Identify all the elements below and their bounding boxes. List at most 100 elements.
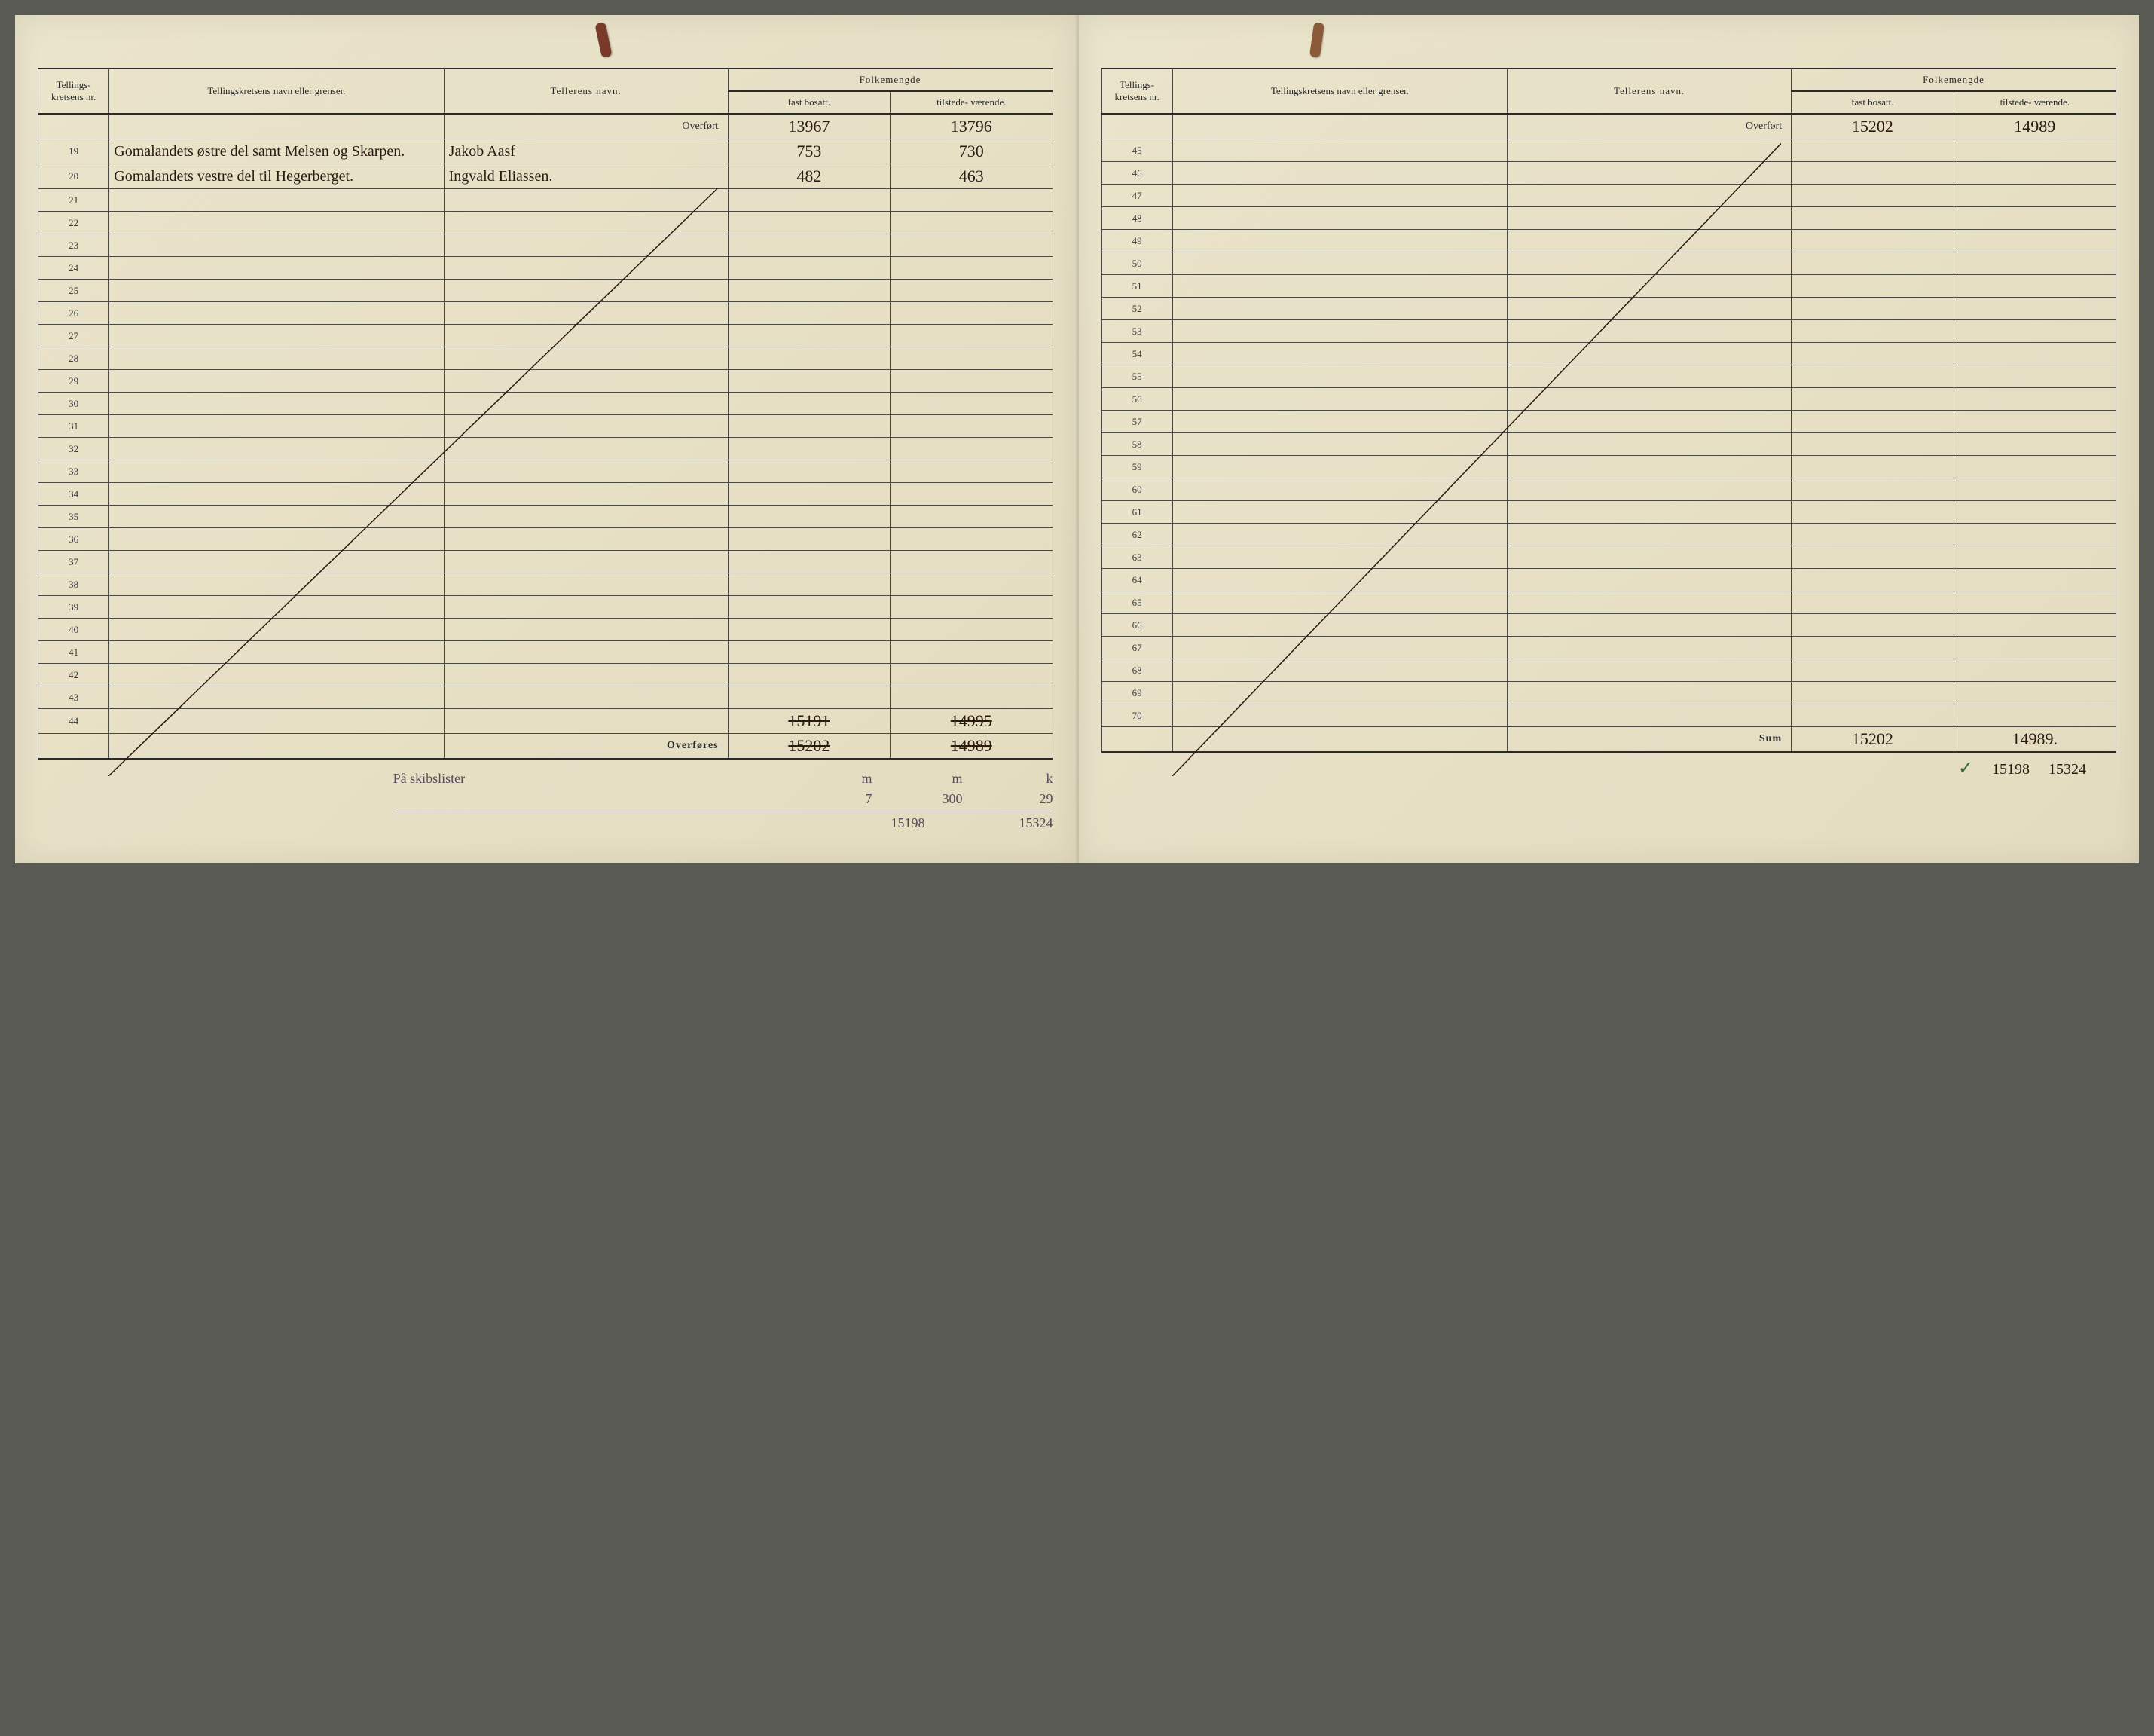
tellerens-navn (1508, 298, 1792, 320)
tilstedevaerende (1954, 162, 2116, 185)
row-number: 66 (1101, 614, 1172, 637)
tellerens-navn (444, 189, 728, 212)
kretsens-navn (1172, 682, 1507, 704)
fast-bosatt (1792, 388, 1954, 411)
fast-bosatt (728, 596, 890, 619)
fast-bosatt (728, 234, 890, 257)
fast-bosatt (1792, 637, 1954, 659)
th-teller: Tellerens navn. (1508, 69, 1792, 114)
tellerens-navn (444, 686, 728, 709)
kretsens-navn (109, 686, 444, 709)
sum-tilstede: 14989. (1954, 727, 2116, 753)
kretsens-navn (1172, 569, 1507, 591)
tilstedevaerende (1954, 569, 2116, 591)
row-number: 49 (1101, 230, 1172, 252)
row-number: 51 (1101, 275, 1172, 298)
row-number: 27 (38, 325, 109, 347)
tellerens-navn (444, 325, 728, 347)
table-row: 53 (1101, 320, 2116, 343)
tellerens-navn (444, 664, 728, 686)
fast-bosatt (728, 506, 890, 528)
overfores-row: Overføres 15202 14989 (38, 734, 1053, 760)
tilstedevaerende (891, 551, 1053, 573)
fast-bosatt (728, 189, 890, 212)
kretsens-navn: Gomalandets vestre del til Hegerberget. (109, 164, 444, 189)
tellerens-navn (444, 302, 728, 325)
tilstedevaerende (1954, 614, 2116, 637)
table-row: 55 (1101, 365, 2116, 388)
overfores-label: Overføres (444, 734, 728, 760)
fast-bosatt: 482 (728, 164, 890, 189)
tilstedevaerende (891, 234, 1053, 257)
kretsens-navn (109, 641, 444, 664)
table-row: 68 (1101, 659, 2116, 682)
fast-bosatt (1792, 298, 1954, 320)
tellerens-navn (444, 506, 728, 528)
tilstedevaerende (1954, 230, 2116, 252)
fast-bosatt (1792, 343, 1954, 365)
fast-bosatt (728, 302, 890, 325)
fast-bosatt (728, 460, 890, 483)
row-number: 26 (38, 302, 109, 325)
table-row: 63 (1101, 546, 2116, 569)
fast-bosatt (1792, 704, 1954, 727)
tellerens-navn (444, 619, 728, 641)
overfores-tilstede: 14989 (891, 734, 1053, 760)
ledger-table-left: Tellings- kretsens nr. Tellingskretsens … (38, 68, 1053, 760)
tellerens-navn (1508, 275, 1792, 298)
th-folkemengde: Folkemengde (1792, 69, 2116, 91)
table-row: 39 (38, 596, 1053, 619)
row-number: 25 (38, 280, 109, 302)
ledger-spread: Tellings- kretsens nr. Tellingskretsens … (15, 15, 2139, 863)
kretsens-navn (1172, 252, 1507, 275)
row-number: 61 (1101, 501, 1172, 524)
row-number: 22 (38, 212, 109, 234)
fast-bosatt (1792, 501, 1954, 524)
tilstedevaerende (1954, 682, 2116, 704)
fast-bosatt (1792, 411, 1954, 433)
row-number: 62 (1101, 524, 1172, 546)
tellerens-navn (444, 641, 728, 664)
fast-bosatt (1792, 524, 1954, 546)
row-number: 41 (38, 641, 109, 664)
table-row: 48 (1101, 207, 2116, 230)
overfores-fast: 15202 (728, 734, 890, 760)
row-number: 34 (38, 483, 109, 506)
row-number: 32 (38, 438, 109, 460)
pencil-annotations: På skibslister m m k 7 300 29 15198 1532… (38, 769, 1053, 833)
table-row: 56 (1101, 388, 2116, 411)
tilstedevaerende (1954, 501, 2116, 524)
clip-icon (594, 22, 612, 58)
tilstedevaerende (891, 438, 1053, 460)
tilstedevaerende (891, 483, 1053, 506)
tellerens-navn (444, 415, 728, 438)
row-number: 50 (1101, 252, 1172, 275)
table-row: 26 (38, 302, 1053, 325)
fast-bosatt (1792, 546, 1954, 569)
tellerens-navn (444, 393, 728, 415)
row-number: 48 (1101, 207, 1172, 230)
row-number: 40 (38, 619, 109, 641)
table-row: 31 (38, 415, 1053, 438)
tilstedevaerende (891, 686, 1053, 709)
tilstedevaerende: 730 (891, 139, 1053, 164)
table-row: 43 (38, 686, 1053, 709)
kretsens-navn (109, 573, 444, 596)
row-number: 31 (38, 415, 109, 438)
kretsens-navn (109, 460, 444, 483)
sum-fast: 15202 (1792, 727, 1954, 753)
th-navn: Tellingskretsens navn eller grenser. (1172, 69, 1507, 114)
th-nr: Tellings- kretsens nr. (38, 69, 109, 114)
tellerens-navn (444, 212, 728, 234)
fast-bosatt (1792, 185, 1954, 207)
th-nr: Tellings- kretsens nr. (1101, 69, 1172, 114)
tilstedevaerende (891, 370, 1053, 393)
fast-bosatt (728, 280, 890, 302)
tellerens-navn (1508, 320, 1792, 343)
fast-bosatt (1792, 682, 1954, 704)
kretsens-navn (109, 709, 444, 734)
row-number: 65 (1101, 591, 1172, 614)
fast-bosatt (1792, 139, 1954, 162)
table-row: 35 (38, 506, 1053, 528)
annot-label: På skibslister (393, 769, 782, 789)
